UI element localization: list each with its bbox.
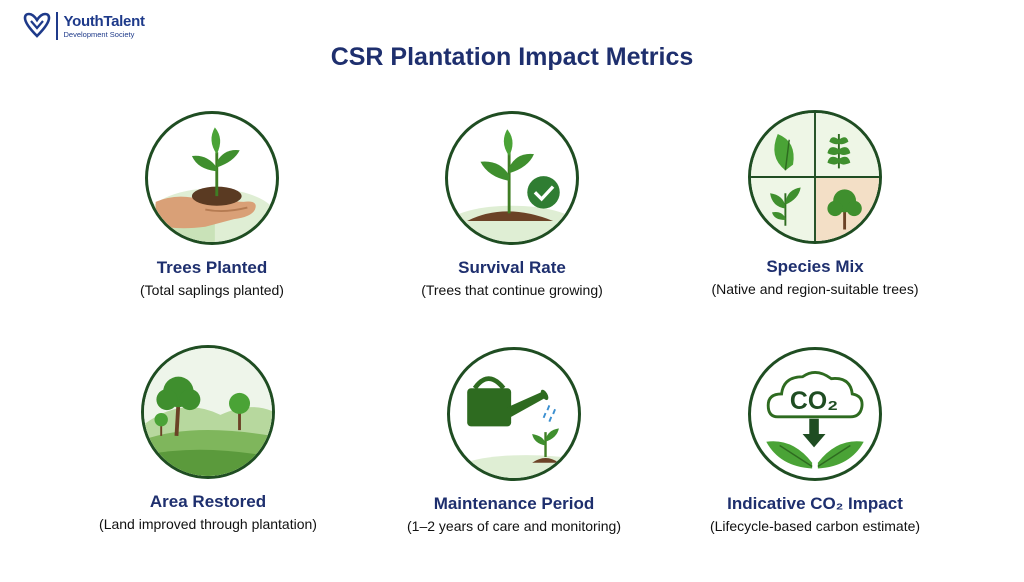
- watering-can-icon: [447, 347, 581, 481]
- heart-hands-icon: [23, 12, 51, 38]
- co2-text: CO₂: [790, 388, 838, 415]
- co2-cloud-icon: CO₂: [748, 347, 882, 481]
- metric-desc: (Trees that continue growing): [421, 282, 603, 298]
- metric-area-restored: Area Restored (Land improved through pla…: [68, 345, 348, 532]
- hand-sapling-icon: [145, 111, 279, 245]
- metric-desc: (Native and region-suitable trees): [711, 281, 919, 297]
- metric-desc: (Land improved through plantation): [99, 516, 317, 532]
- landscape-trees-icon: [141, 345, 275, 479]
- metric-label: Species Mix: [766, 257, 864, 276]
- brand-logo: YouthTalent Development Society: [22, 12, 145, 40]
- page-title: CSR Plantation Impact Metrics: [330, 43, 694, 71]
- leaf-grid-icon: [748, 110, 882, 244]
- metric-label: Indicative CO₂ Impact: [727, 494, 903, 513]
- metric-trees-planted: Trees Planted (Total saplings planted): [72, 111, 352, 298]
- metric-label: Trees Planted: [156, 258, 268, 277]
- metric-maintenance-period: Maintenance Period (1–2 years of care an…: [374, 347, 654, 534]
- sapling-check-icon: [445, 111, 579, 245]
- metric-label: Area Restored: [149, 492, 267, 511]
- brand-subtitle: Development Society: [63, 29, 135, 39]
- metric-survival-rate: Survival Rate (Trees that continue growi…: [372, 111, 652, 298]
- metric-label: Survival Rate: [458, 258, 566, 277]
- metric-desc: (Lifecycle-based carbon estimate): [709, 518, 921, 534]
- metric-desc: (1–2 years of care and monitoring): [407, 518, 621, 534]
- logo-divider: [56, 12, 58, 40]
- metric-species-mix: Species Mix (Native and region-suitable …: [675, 110, 955, 297]
- metric-label: Maintenance Period: [433, 494, 595, 513]
- brand-name: YouthTalent: [63, 12, 145, 30]
- metric-desc: (Total saplings planted): [140, 282, 284, 298]
- metric-co2-impact: CO₂ Indicative CO₂ Impact (Lifecycle-bas…: [675, 347, 955, 534]
